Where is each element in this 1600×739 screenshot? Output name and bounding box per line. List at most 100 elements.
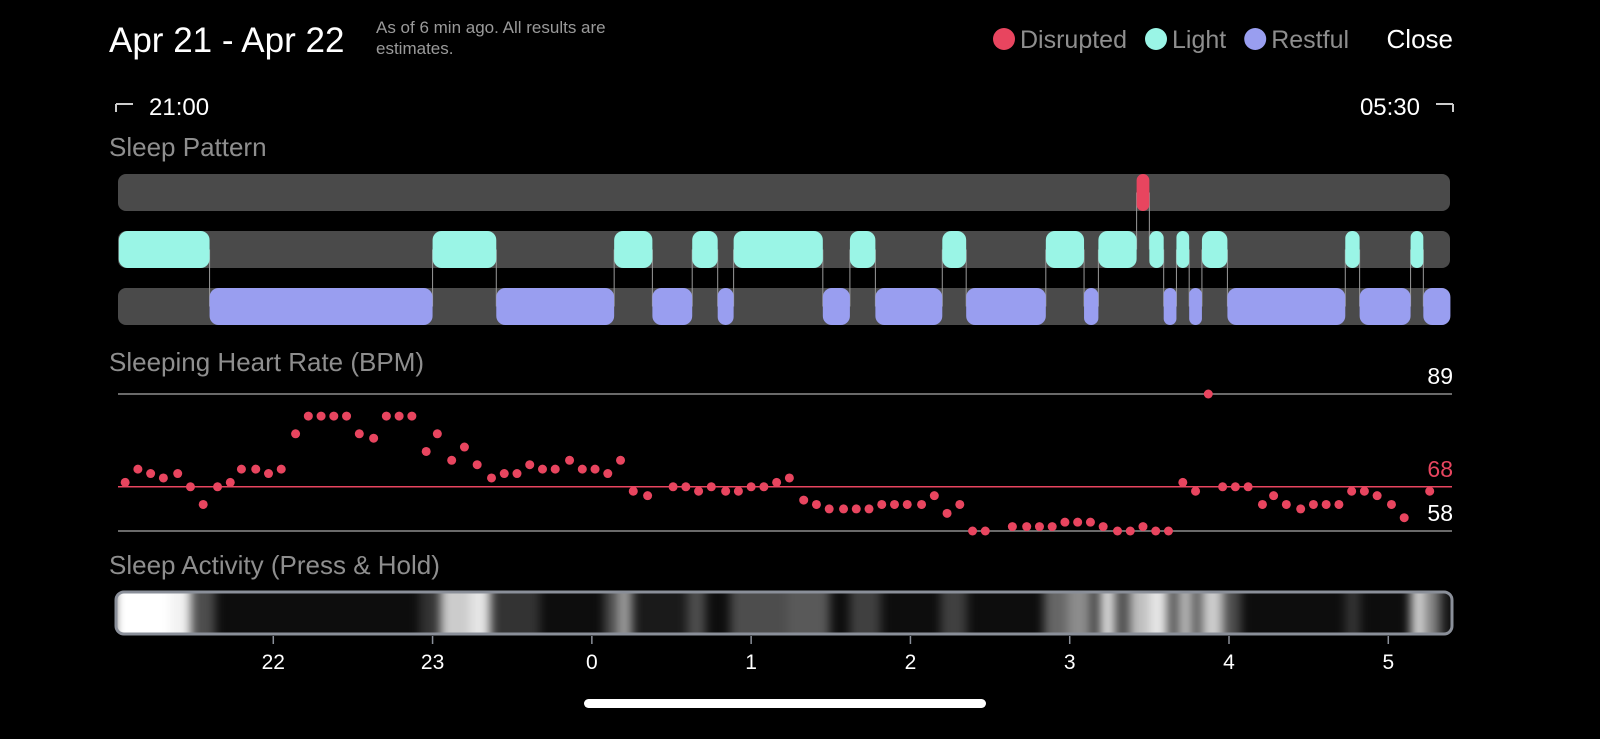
heart-rate-point xyxy=(955,499,965,509)
legend-label: Light xyxy=(1172,26,1226,54)
sleep-segment xyxy=(118,231,210,268)
heart-rate-point xyxy=(1073,517,1083,527)
heart-rate-point xyxy=(811,499,821,509)
activity-cell xyxy=(169,592,191,634)
heart-rate-point xyxy=(864,504,874,514)
close-button[interactable]: Close xyxy=(1387,24,1453,54)
heart-rate-point xyxy=(487,473,497,483)
sleep-segment xyxy=(1149,231,1164,268)
heart-rate-point xyxy=(158,473,168,483)
heart-rate-point xyxy=(1425,486,1435,496)
heart-rate-point xyxy=(133,464,143,474)
heart-rate-point xyxy=(1218,482,1228,492)
heart-rate-point xyxy=(264,469,274,479)
x-tick-label: 5 xyxy=(1382,651,1394,674)
heart-rate-point xyxy=(1296,504,1306,514)
range-start: 21:00 xyxy=(149,94,209,121)
heart-rate-point xyxy=(577,464,587,474)
heart-rate-point xyxy=(173,469,183,479)
sleep-segment xyxy=(1084,288,1099,325)
activity-cell xyxy=(214,592,421,634)
heart-rate-point xyxy=(824,504,834,514)
heart-rate-point xyxy=(929,491,939,501)
heart-rate-point xyxy=(185,482,195,492)
heart-rate-point xyxy=(1399,513,1409,523)
heart-rate-point xyxy=(394,411,404,421)
heart-rate-point xyxy=(342,411,352,421)
activity-cell xyxy=(190,592,215,634)
heart-rate-point xyxy=(839,504,849,514)
sleep-segment xyxy=(1423,288,1451,325)
reference-label: 89 xyxy=(1427,363,1453,389)
activity-cell xyxy=(730,592,790,634)
activity-cell xyxy=(419,592,442,634)
heart-rate-point xyxy=(1085,517,1095,527)
heart-rate-point xyxy=(472,460,482,470)
heart-rate-point xyxy=(499,469,509,479)
heart-rate-point xyxy=(759,482,769,492)
heart-rate-point xyxy=(1125,526,1135,536)
activity-cell xyxy=(1178,592,1193,634)
activity-cell xyxy=(470,592,491,634)
heart-rate-point xyxy=(616,455,626,465)
home-indicator xyxy=(584,699,986,708)
heart-rate-point xyxy=(1257,499,1267,509)
heart-rate-point xyxy=(447,455,457,465)
heart-rate-point xyxy=(421,446,431,456)
activity-cell xyxy=(1410,592,1426,634)
sleep-segment xyxy=(1345,231,1360,268)
pattern-track xyxy=(118,174,1450,211)
heart-rate-point xyxy=(213,482,223,492)
sleep-segment xyxy=(875,288,943,325)
heart-rate-point xyxy=(917,499,927,509)
heart-rate-point xyxy=(369,433,379,443)
heart-rate-point xyxy=(1022,522,1032,532)
heart-rate-point xyxy=(1113,526,1122,536)
activity-cell xyxy=(489,592,540,634)
heart-rate-point xyxy=(354,429,364,439)
heart-rate-point xyxy=(902,499,912,509)
heart-rate-point xyxy=(694,486,704,496)
sleep-segment xyxy=(496,288,615,325)
heart-rate-point xyxy=(746,482,756,492)
heart-rate-point xyxy=(643,491,653,501)
heart-rate-point xyxy=(1007,522,1017,532)
activity-cell xyxy=(1222,592,1241,634)
heart-rate-point xyxy=(681,482,691,492)
sleep-segment xyxy=(733,231,823,268)
section-title: Sleep Pattern xyxy=(109,132,267,162)
heart-rate-point xyxy=(1347,486,1357,496)
activity-cell xyxy=(1114,592,1131,634)
heart-rate-point xyxy=(1151,526,1161,536)
activity-cell xyxy=(849,592,881,634)
section-title: Sleeping Heart Rate (BPM) xyxy=(109,347,424,377)
activity-cell xyxy=(829,592,851,634)
heart-rate-point xyxy=(251,464,261,474)
activity-cell xyxy=(940,592,967,634)
pattern-track xyxy=(118,288,1450,325)
heart-rate-point xyxy=(784,473,794,483)
sleep-segment xyxy=(1098,231,1137,268)
heart-rate-point xyxy=(459,442,469,452)
heart-rate-point xyxy=(1034,522,1044,532)
heart-rate-point xyxy=(565,455,575,465)
heart-rate-point xyxy=(316,411,326,421)
heart-rate-point xyxy=(799,495,809,505)
activity-cell xyxy=(631,592,688,634)
activity-cell xyxy=(1090,592,1101,634)
legend-label: Restful xyxy=(1271,26,1349,54)
heart-rate-point xyxy=(851,504,861,514)
activity-cell xyxy=(1359,592,1412,634)
x-tick-label: 0 xyxy=(586,651,598,674)
sleep-segment xyxy=(652,288,693,325)
activity-cell xyxy=(687,592,706,634)
range-end-bracket xyxy=(1436,103,1454,112)
heart-rate-point xyxy=(537,464,547,474)
sleep-segment xyxy=(717,288,734,325)
heart-rate-point xyxy=(1386,499,1396,509)
sleep-segment xyxy=(1201,231,1228,268)
heart-rate-point xyxy=(603,469,613,479)
legend-label: Disrupted xyxy=(1020,26,1127,54)
sleep-segment xyxy=(1410,231,1424,268)
